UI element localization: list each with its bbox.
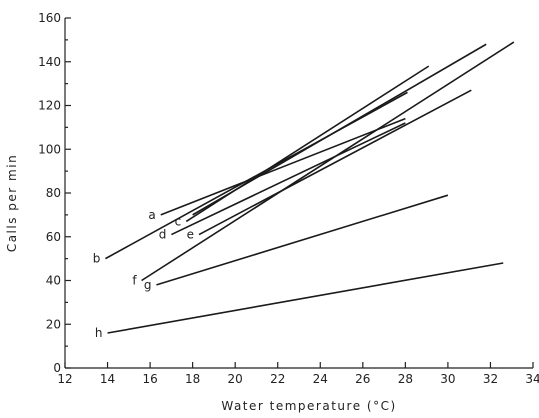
series-label-d: d xyxy=(159,228,167,242)
y-tick-label: 100 xyxy=(38,142,61,156)
series-label-c: c xyxy=(175,214,182,228)
x-tick-label: 28 xyxy=(398,372,413,386)
series-label-f: f xyxy=(132,274,137,288)
series-line-f xyxy=(141,41,515,282)
x-tick-label: 26 xyxy=(355,372,370,386)
series-label-h: h xyxy=(95,326,103,340)
y-tick-label: 80 xyxy=(46,186,61,200)
series-line xyxy=(192,43,487,216)
series-line-h xyxy=(107,262,504,334)
series-label-b: b xyxy=(93,252,101,266)
series-line-g xyxy=(156,194,449,286)
series-line-a xyxy=(160,117,406,216)
y-tick-label: 120 xyxy=(38,99,61,113)
y-tick-label: 20 xyxy=(46,317,61,331)
x-tick-label: 20 xyxy=(228,372,243,386)
y-axis-label: Calls per min xyxy=(5,154,19,252)
series-label-a: a xyxy=(148,208,155,222)
y-tick-label: 60 xyxy=(46,230,61,244)
y-tick-label: 140 xyxy=(38,55,61,69)
series-line-b xyxy=(105,91,408,260)
series-line-e xyxy=(198,89,472,236)
axes xyxy=(64,18,533,369)
x-tick-label: 16 xyxy=(142,372,157,386)
series-lines xyxy=(105,41,515,334)
series-line-d xyxy=(171,122,406,236)
y-tick-label: 40 xyxy=(46,274,61,288)
x-tick-label: 32 xyxy=(483,372,498,386)
y-tick-label: 160 xyxy=(38,11,61,25)
x-tick-label: 24 xyxy=(313,372,328,386)
y-tick-label: 0 xyxy=(53,361,61,375)
series-label-e: e xyxy=(187,228,194,242)
ticks: 12 14 16 18 20 22 24 26 28 30 32 34 0 20 40 60 80 100 120 1… xyxy=(38,11,539,386)
x-tick-label: 18 xyxy=(185,372,200,386)
x-tick-label: 14 xyxy=(100,372,115,386)
x-tick-label: 30 xyxy=(440,372,455,386)
x-tick-label: 12 xyxy=(57,372,72,386)
series-label-g: g xyxy=(144,278,152,292)
series-labels: a b cd e f g h xyxy=(93,208,194,340)
x-tick-label: 34 xyxy=(525,372,539,386)
x-axis-label: Water temperature (°C) xyxy=(221,399,396,413)
x-tick-label: 22 xyxy=(270,372,285,386)
